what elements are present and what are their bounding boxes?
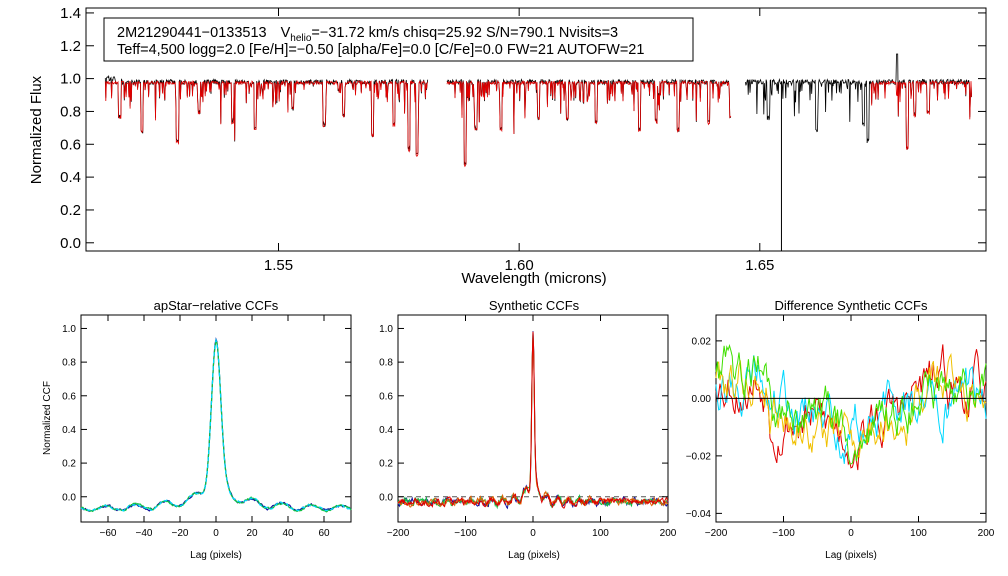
synthetic-ccf-axes: −200 −100 0 100 200 0.0 0.2 0.4 0.6 0.8 1.0 [379, 315, 677, 539]
spectrum-y-tick-label: 0.6 [60, 136, 81, 153]
velocity-subscript: helio [290, 33, 312, 44]
difference-ccf-x-tick-label: −200 [705, 528, 728, 539]
apstar-ccf-panel: apStar−relative CCFs −60 −40 −20 0 20 40 60 0.0… [42, 298, 352, 561]
apstar-ccf-y-tick-label: 0.2 [62, 459, 76, 470]
observed-spectrum-line [104, 74, 429, 155]
spectrum-axes: 1.55 1.60 1.65 0.0 0.2 0.4 0.6 0.8 1.0 1.2 1.4 [60, 5, 986, 274]
difference-ccf-panel: Difference Synthetic CCFs −200 −100 0 100 20… [686, 298, 995, 561]
apstar-ccf-y-label: Normalized CCF [42, 381, 53, 455]
spectrum-y-tick-label: 0.0 [60, 235, 81, 252]
spectrum-series-group [104, 53, 972, 251]
apstar-ccf-x-label: Lag (pixels) [190, 550, 242, 561]
synthetic-ccf-x-tick-label: −200 [387, 528, 410, 539]
model-spectrum-line [870, 80, 972, 150]
difference-ccf-line-cyan [715, 355, 987, 464]
annotation-line-2: Teff=4,500 logg=2.0 [Fe/H]=−0.50 [alpha/… [117, 42, 644, 58]
synthetic-ccf-y-tick-label: 0.2 [379, 459, 393, 470]
synthetic-ccf-y-tick-label: 0.6 [379, 391, 393, 402]
synthetic-ccf-title: Synthetic CCFs [489, 298, 580, 313]
difference-ccf-title: Difference Synthetic CCFs [775, 298, 928, 313]
synthetic-ccf-line-model [397, 331, 669, 509]
apstar-ccf-y-tick-label: 0.6 [62, 391, 76, 402]
apstar-ccf-frame [80, 314, 352, 523]
spectrum-y-label: Normalized Flux [28, 75, 45, 184]
synthetic-ccf-x-tick-label: 100 [592, 528, 609, 539]
apstar-ccf-y-tick-label: 0.0 [62, 492, 76, 503]
synthetic-ccf-x-tick-label: 0 [530, 528, 536, 539]
spectrum-x-label: Wavelength (microns) [461, 270, 606, 287]
synthetic-ccf-x-tick-label: −100 [454, 528, 477, 539]
difference-ccf-line-model [715, 344, 987, 471]
apstar-ccf-x-tick-label: −60 [100, 528, 117, 539]
model-spectrum-line [446, 79, 732, 168]
apstar-ccf-x-tick-label: 0 [213, 528, 219, 539]
spectrum-x-tick-label: 1.65 [745, 257, 774, 274]
difference-ccf-x-tick-label: 200 [978, 528, 995, 539]
difference-ccf-y-tick-label: 0.02 [692, 336, 712, 347]
difference-ccf-x-tick-label: −100 [772, 528, 795, 539]
synthetic-ccf-line-blue [397, 331, 669, 510]
synthetic-ccf-panel: Synthetic CCFs −200 −100 0 100 200 0.0 0.2 0.4 0… [379, 298, 677, 561]
spectrum-y-tick-label: 1.0 [60, 71, 81, 88]
apstar-ccf-x-tick-label: −20 [172, 528, 189, 539]
spectrum-panel: 1.55 1.60 1.65 0.0 0.2 0.4 0.6 0.8 1.0 1.2 1.4 2M2… [28, 5, 987, 287]
spectrum-y-tick-label: 1.4 [60, 5, 81, 22]
difference-ccf-line-yellow [715, 352, 987, 460]
star-id: 2M21290441−0133513 [117, 25, 267, 41]
annotation-box [103, 17, 694, 62]
spectrum-frame [85, 7, 987, 252]
synthetic-ccf-line-green [397, 332, 669, 510]
synthetic-ccf-y-tick-label: 0.8 [379, 358, 393, 369]
difference-ccf-y-tick-label: 0.00 [692, 394, 712, 405]
difference-ccf-x-tick-label: 0 [848, 528, 854, 539]
ccf-line-green [80, 338, 352, 513]
apstar-ccf-x-tick-label: 60 [318, 528, 330, 539]
spectrum-y-tick-label: 0.8 [60, 103, 81, 120]
apstar-ccf-y-tick-label: 1.0 [62, 324, 76, 335]
model-spectrum-line [104, 79, 429, 157]
velocity-symbol: V [281, 25, 291, 41]
difference-ccf-x-tick-label: 100 [910, 528, 927, 539]
apstar-ccf-title: apStar−relative CCFs [154, 298, 279, 313]
apstar-ccf-y-tick-label: 0.8 [62, 358, 76, 369]
difference-ccf-y-tick-label: −0.02 [686, 451, 712, 462]
synthetic-ccf-y-tick-label: 0.0 [379, 492, 393, 503]
apstar-ccf-axes: −60 −40 −20 0 20 40 60 0.0 0.2 0.4 0.6 0.8 1.0 [62, 315, 351, 539]
spectrum-y-tick-label: 0.2 [60, 202, 81, 219]
apstar-ccf-series-group [80, 337, 352, 513]
difference-ccf-series-group [715, 343, 987, 471]
spectrum-y-tick-label: 0.4 [60, 169, 81, 186]
apstar-ccf-y-tick-label: 0.4 [62, 425, 76, 436]
synthetic-ccf-series-group [397, 331, 669, 510]
spectrum-x-tick-label: 1.55 [264, 257, 293, 274]
apstar-ccf-x-tick-label: −40 [136, 528, 153, 539]
difference-ccf-line-lime [715, 343, 987, 465]
apstar-ccf-x-tick-label: 20 [246, 528, 258, 539]
ccf-line-blue [80, 337, 352, 512]
spectrum-y-tick-label: 1.2 [60, 38, 81, 55]
difference-ccf-x-label: Lag (pixels) [825, 550, 877, 561]
synthetic-ccf-x-label: Lag (pixels) [508, 550, 560, 561]
velocity-summary: =−31.72 km/s chisq=25.92 S/N=790.1 Nvisi… [311, 25, 618, 41]
spectrum-x-tick-label: 1.60 [505, 257, 534, 274]
synthetic-ccf-y-tick-label: 0.4 [379, 425, 393, 436]
synthetic-ccf-line-orange [397, 337, 669, 508]
difference-ccf-y-tick-label: −0.04 [686, 509, 712, 520]
annotation-line-1: 2M21290441−0133513 Vhelio=−31.72 km/s ch… [117, 25, 618, 44]
synthetic-ccf-x-tick-label: 200 [660, 528, 677, 539]
apstar-ccf-x-tick-label: 40 [282, 528, 294, 539]
synthetic-ccf-y-tick-label: 1.0 [379, 324, 393, 335]
ccf-line-cyan [80, 337, 352, 513]
observed-spectrum-line [745, 53, 972, 150]
difference-ccf-axes: −200 −100 0 100 200 −0.04 −0.02 0.00 0.02 [686, 315, 995, 539]
difference-ccf-frame [715, 314, 987, 523]
